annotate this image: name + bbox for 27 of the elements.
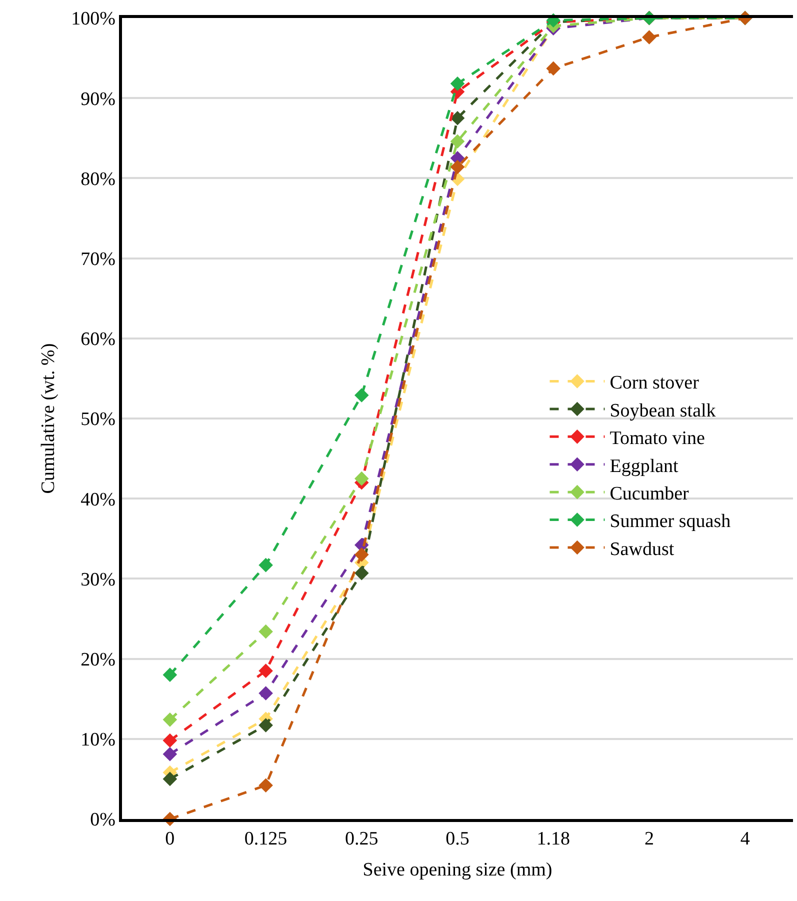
y-tick-label: 40%	[80, 489, 116, 510]
y-axis-title: Cumulative (wt. %)	[38, 343, 59, 494]
legend-label: Soybean stalk	[610, 400, 716, 422]
legend-label: Corn stover	[610, 372, 700, 394]
y-tick-label: 90%	[80, 88, 116, 110]
legend-label: Sawdust	[610, 538, 675, 560]
y-tick-label: 70%	[80, 248, 116, 270]
x-tick-label: 0.25	[345, 828, 378, 850]
y-tick-label: 60%	[80, 329, 116, 350]
x-tick-label: 2	[644, 828, 654, 850]
y-tick-label: 10%	[80, 730, 116, 751]
y-tick-label: 20%	[80, 649, 116, 670]
x-tick-label: 0.5	[446, 828, 470, 850]
y-tick-label: 30%	[80, 569, 116, 590]
y-tick-label: 100%	[71, 8, 116, 30]
legend-label: Tomato vine	[610, 428, 705, 450]
x-tick-label: 4	[740, 828, 750, 850]
x-axis-title: Seive opening size (mm)	[362, 859, 552, 880]
x-tick-label: 0	[165, 828, 175, 850]
legend-label: Cucumber	[610, 483, 690, 504]
y-tick-label: 0%	[90, 810, 116, 831]
y-tick-label: 50%	[80, 409, 116, 430]
x-tick-label: 1.18	[536, 828, 570, 850]
y-tick-label: 80%	[80, 168, 116, 190]
legend-label: Eggplant	[610, 456, 680, 477]
x-tick-label: 0.125	[244, 828, 288, 850]
legend-label: Summer squash	[610, 511, 732, 532]
